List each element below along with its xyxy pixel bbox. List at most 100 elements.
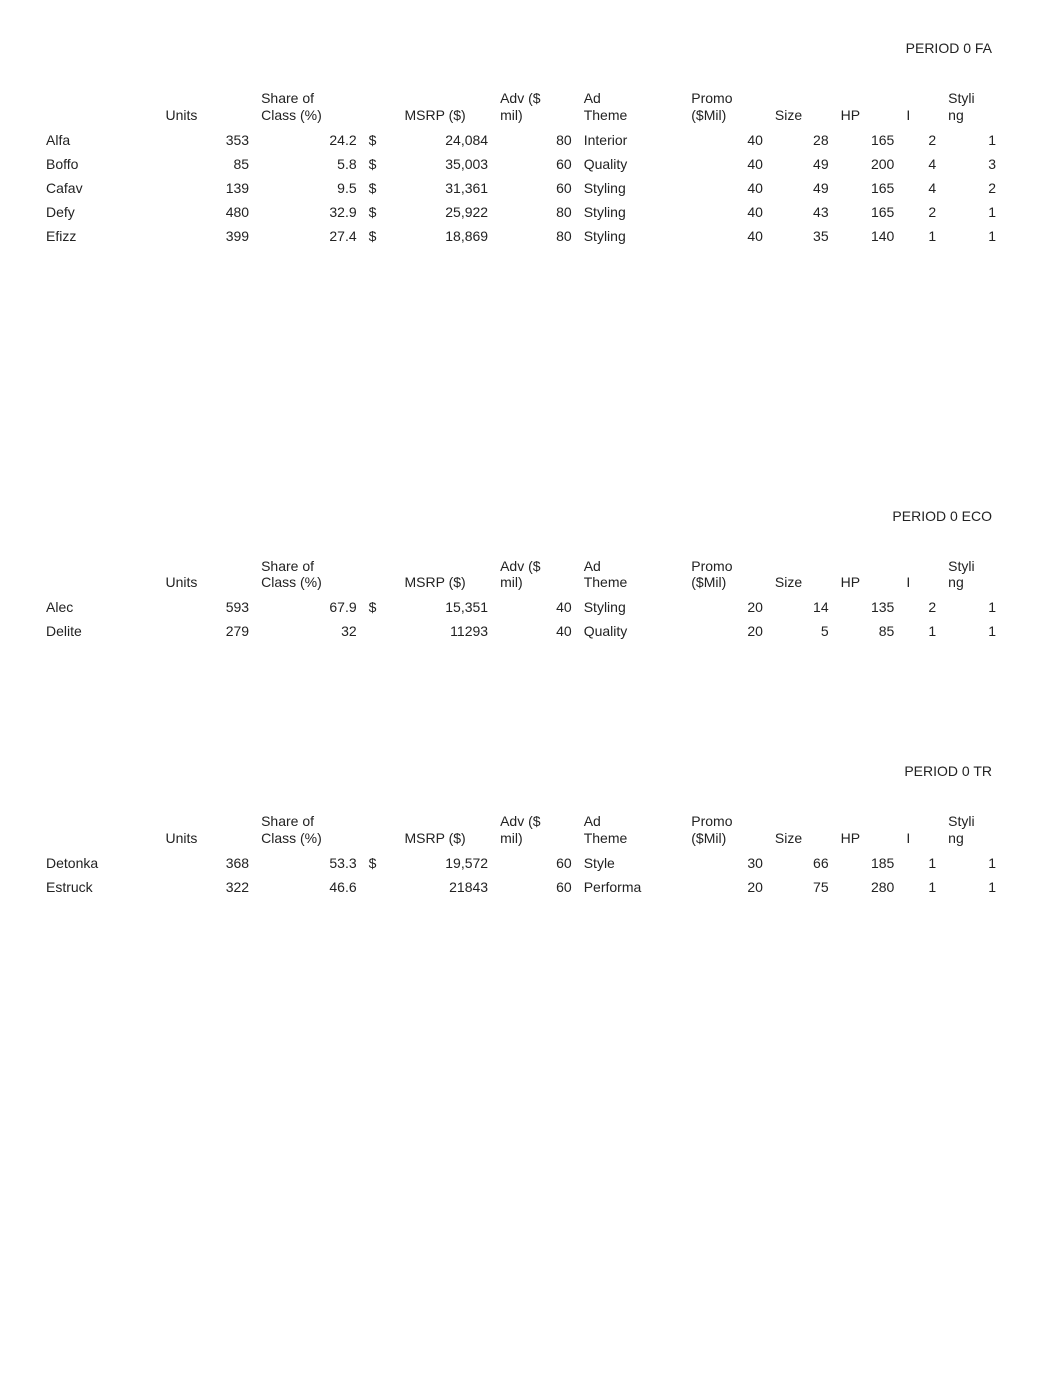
cell-dollar: $	[363, 595, 399, 619]
th-share: Share of Class (%)	[255, 554, 363, 596]
cell-hp: 165	[835, 128, 901, 152]
cell-adv: 80	[494, 200, 578, 224]
cell-dollar: $	[363, 152, 399, 176]
cell-promo: 40	[685, 152, 769, 176]
cell-theme: Styling	[578, 224, 686, 248]
th-adv: Adv ($ mil)	[494, 554, 578, 596]
cell-i: 4	[900, 176, 942, 200]
cell-hp: 200	[835, 152, 901, 176]
cell-dollar: $	[363, 128, 399, 152]
cell-size: 75	[769, 875, 835, 899]
table-header-row: Units Share of Class (%) MSRP ($) Adv ($…	[40, 809, 1002, 851]
cell-share: 24.2	[255, 128, 363, 152]
section-title-0: PERIOD 0 FA	[40, 40, 1002, 56]
th-styli: Styli ng	[942, 86, 1002, 128]
cell-promo: 20	[685, 619, 769, 643]
cell-units: 399	[160, 224, 256, 248]
section-title-2: PERIOD 0 TR	[40, 763, 1002, 779]
cell-promo: 20	[685, 875, 769, 899]
cell-adv: 80	[494, 224, 578, 248]
th-units: Units	[160, 809, 256, 851]
th-size: Size	[769, 554, 835, 596]
cell-adv: 60	[494, 851, 578, 875]
row-label: Boffo	[40, 152, 160, 176]
cell-styli: 1	[942, 619, 1002, 643]
th-i: I	[900, 809, 942, 851]
table-row: Detonka36853.3$19,57260Style306618511	[40, 851, 1002, 875]
cell-size: 28	[769, 128, 835, 152]
cell-msrp: 11293	[398, 619, 494, 643]
table-body-0: Alfa35324.2$24,08480Interior402816521Bof…	[40, 128, 1002, 248]
cell-msrp: 21843	[398, 875, 494, 899]
table-row: Defy48032.9$25,92280Styling404316521	[40, 200, 1002, 224]
section-title-1: PERIOD 0 ECO	[40, 508, 1002, 524]
cell-dollar: $	[363, 176, 399, 200]
cell-hp: 185	[835, 851, 901, 875]
table-body-1: Alec59367.9$15,35140Styling201413521Deli…	[40, 595, 1002, 643]
cell-share: 67.9	[255, 595, 363, 619]
cell-theme: Styling	[578, 200, 686, 224]
cell-hp: 85	[835, 619, 901, 643]
cell-units: 279	[160, 619, 256, 643]
th-styli: Styli ng	[942, 809, 1002, 851]
table-row: Estruck32246.62184360Performa207528011	[40, 875, 1002, 899]
cell-promo: 20	[685, 595, 769, 619]
table-body-2: Detonka36853.3$19,57260Style306618511Est…	[40, 851, 1002, 899]
cell-share: 32.9	[255, 200, 363, 224]
cell-msrp: 18,869	[398, 224, 494, 248]
cell-hp: 280	[835, 875, 901, 899]
cell-i: 4	[900, 152, 942, 176]
th-promo: Promo ($Mil)	[685, 554, 769, 596]
table-1: Units Share of Class (%) MSRP ($) Adv ($…	[40, 554, 1002, 644]
th-i: I	[900, 554, 942, 596]
cell-share: 46.6	[255, 875, 363, 899]
cell-styli: 1	[942, 200, 1002, 224]
row-label: Delite	[40, 619, 160, 643]
cell-units: 368	[160, 851, 256, 875]
cell-styli: 1	[942, 595, 1002, 619]
th-theme: Ad Theme	[578, 809, 686, 851]
cell-adv: 80	[494, 128, 578, 152]
cell-hp: 165	[835, 200, 901, 224]
cell-i: 1	[900, 851, 942, 875]
th-msrp: MSRP ($)	[398, 554, 494, 596]
cell-msrp: 31,361	[398, 176, 494, 200]
th-msrp: MSRP ($)	[398, 809, 494, 851]
cell-theme: Quality	[578, 619, 686, 643]
table-header-row: Units Share of Class (%) MSRP ($) Adv ($…	[40, 86, 1002, 128]
cell-i: 2	[900, 128, 942, 152]
cell-size: 35	[769, 224, 835, 248]
cell-size: 49	[769, 152, 835, 176]
cell-styli: 2	[942, 176, 1002, 200]
cell-share: 9.5	[255, 176, 363, 200]
cell-msrp: 35,003	[398, 152, 494, 176]
cell-share: 32	[255, 619, 363, 643]
cell-size: 14	[769, 595, 835, 619]
table-row: Delite279321129340Quality2058511	[40, 619, 1002, 643]
th-share: Share of Class (%)	[255, 809, 363, 851]
cell-share: 5.8	[255, 152, 363, 176]
cell-dollar	[363, 875, 399, 899]
table-row: Alfa35324.2$24,08480Interior402816521	[40, 128, 1002, 152]
cell-size: 49	[769, 176, 835, 200]
cell-theme: Styling	[578, 176, 686, 200]
th-i: I	[900, 86, 942, 128]
cell-theme: Performa	[578, 875, 686, 899]
th-promo: Promo ($Mil)	[685, 809, 769, 851]
cell-units: 139	[160, 176, 256, 200]
cell-promo: 40	[685, 176, 769, 200]
cell-styli: 1	[942, 875, 1002, 899]
cell-size: 66	[769, 851, 835, 875]
cell-hp: 165	[835, 176, 901, 200]
th-theme: Ad Theme	[578, 554, 686, 596]
cell-styli: 1	[942, 851, 1002, 875]
table-header-row: Units Share of Class (%) MSRP ($) Adv ($…	[40, 554, 1002, 596]
th-size: Size	[769, 809, 835, 851]
th-units: Units	[160, 554, 256, 596]
row-label: Efizz	[40, 224, 160, 248]
cell-msrp: 15,351	[398, 595, 494, 619]
cell-size: 43	[769, 200, 835, 224]
cell-i: 1	[900, 875, 942, 899]
th-hp: HP	[835, 86, 901, 128]
cell-promo: 30	[685, 851, 769, 875]
